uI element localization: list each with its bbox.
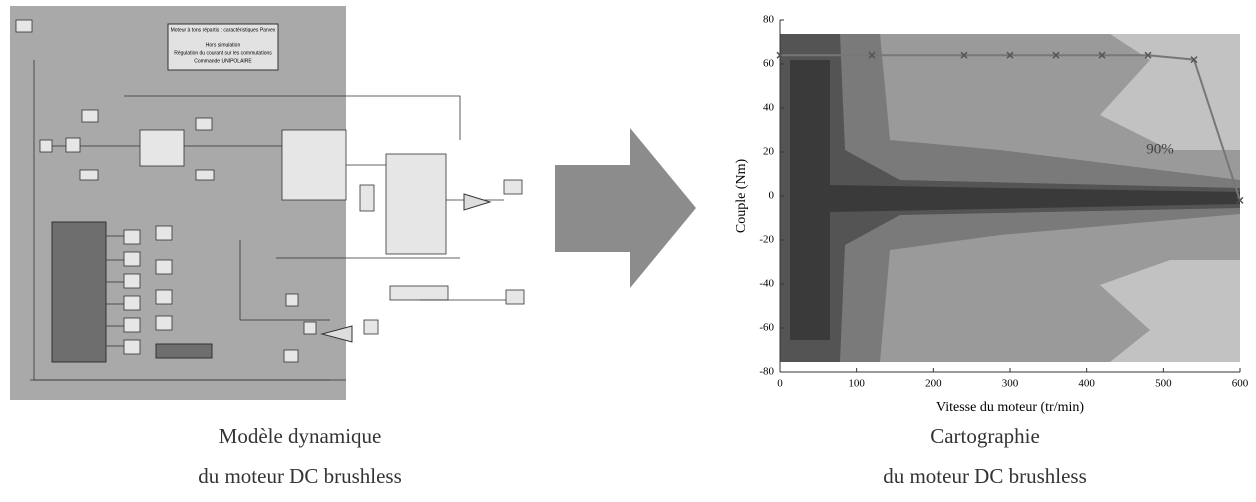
x-tick-label: 400 bbox=[1078, 378, 1095, 390]
caption: du moteur DC brushless bbox=[198, 464, 402, 488]
model-title: Hors simulation bbox=[206, 42, 241, 48]
x-tick-label: 500 bbox=[1155, 378, 1172, 390]
arrow bbox=[555, 128, 696, 288]
x-axis-label: Vitesse du moteur (tr/min) bbox=[936, 400, 1084, 415]
envelope-marker bbox=[1006, 51, 1014, 59]
simulink-model: Moteur à tons répartis : caractéristique… bbox=[10, 6, 525, 400]
envelope-marker bbox=[1144, 51, 1152, 59]
contour-level bbox=[1100, 34, 1240, 362]
gain bbox=[320, 325, 353, 343]
x-tick-label: 0 bbox=[777, 378, 783, 390]
wires bbox=[30, 60, 506, 381]
envelope-marker bbox=[1098, 51, 1106, 59]
contour-chart: 90% Vitesse du moteur (tr/min) Couple (N… bbox=[734, 20, 1240, 415]
y-tick-label: 40 bbox=[763, 102, 775, 114]
y-tick-label: -80 bbox=[759, 366, 774, 378]
y-tick-label: -60 bbox=[759, 322, 774, 334]
envelope-marker bbox=[868, 51, 876, 59]
blocks bbox=[15, 19, 525, 363]
contour-level bbox=[790, 60, 1240, 340]
x-tick-label: 600 bbox=[1232, 378, 1249, 390]
y-tick-label: 60 bbox=[763, 58, 775, 70]
caption: Cartographie bbox=[930, 424, 1040, 448]
subsystem bbox=[51, 221, 107, 363]
model-title: Régulation du courant sur les commutatio… bbox=[174, 50, 272, 56]
y-axis-label: Couple (Nm) bbox=[734, 159, 749, 234]
gain bbox=[463, 193, 492, 211]
x-tick-label: 300 bbox=[1002, 378, 1019, 390]
envelope-marker bbox=[1236, 196, 1244, 204]
envelope-marker bbox=[1052, 51, 1060, 59]
x-tick-label: 200 bbox=[925, 378, 942, 390]
model-title: Commande UNIPOLAIRE bbox=[194, 58, 252, 64]
annotation: 90% bbox=[1146, 141, 1174, 157]
y-tick-label: 20 bbox=[763, 146, 775, 158]
y-tick-label: 0 bbox=[769, 190, 775, 202]
x-tick-label: 100 bbox=[848, 378, 865, 390]
y-tick-label: 80 bbox=[763, 14, 775, 26]
caption: Modèle dynamique bbox=[219, 424, 382, 448]
subsystem bbox=[155, 343, 213, 359]
envelope-marker bbox=[1190, 56, 1198, 64]
model-title: Moteur à tons répartis : caractéristique… bbox=[171, 27, 276, 33]
title-box bbox=[167, 23, 279, 71]
caption: du moteur DC brushless bbox=[883, 464, 1087, 488]
y-tick-label: -20 bbox=[759, 234, 774, 246]
envelope-marker bbox=[960, 51, 968, 59]
y-tick-label: -40 bbox=[759, 278, 774, 290]
envelope-marker bbox=[776, 51, 784, 59]
